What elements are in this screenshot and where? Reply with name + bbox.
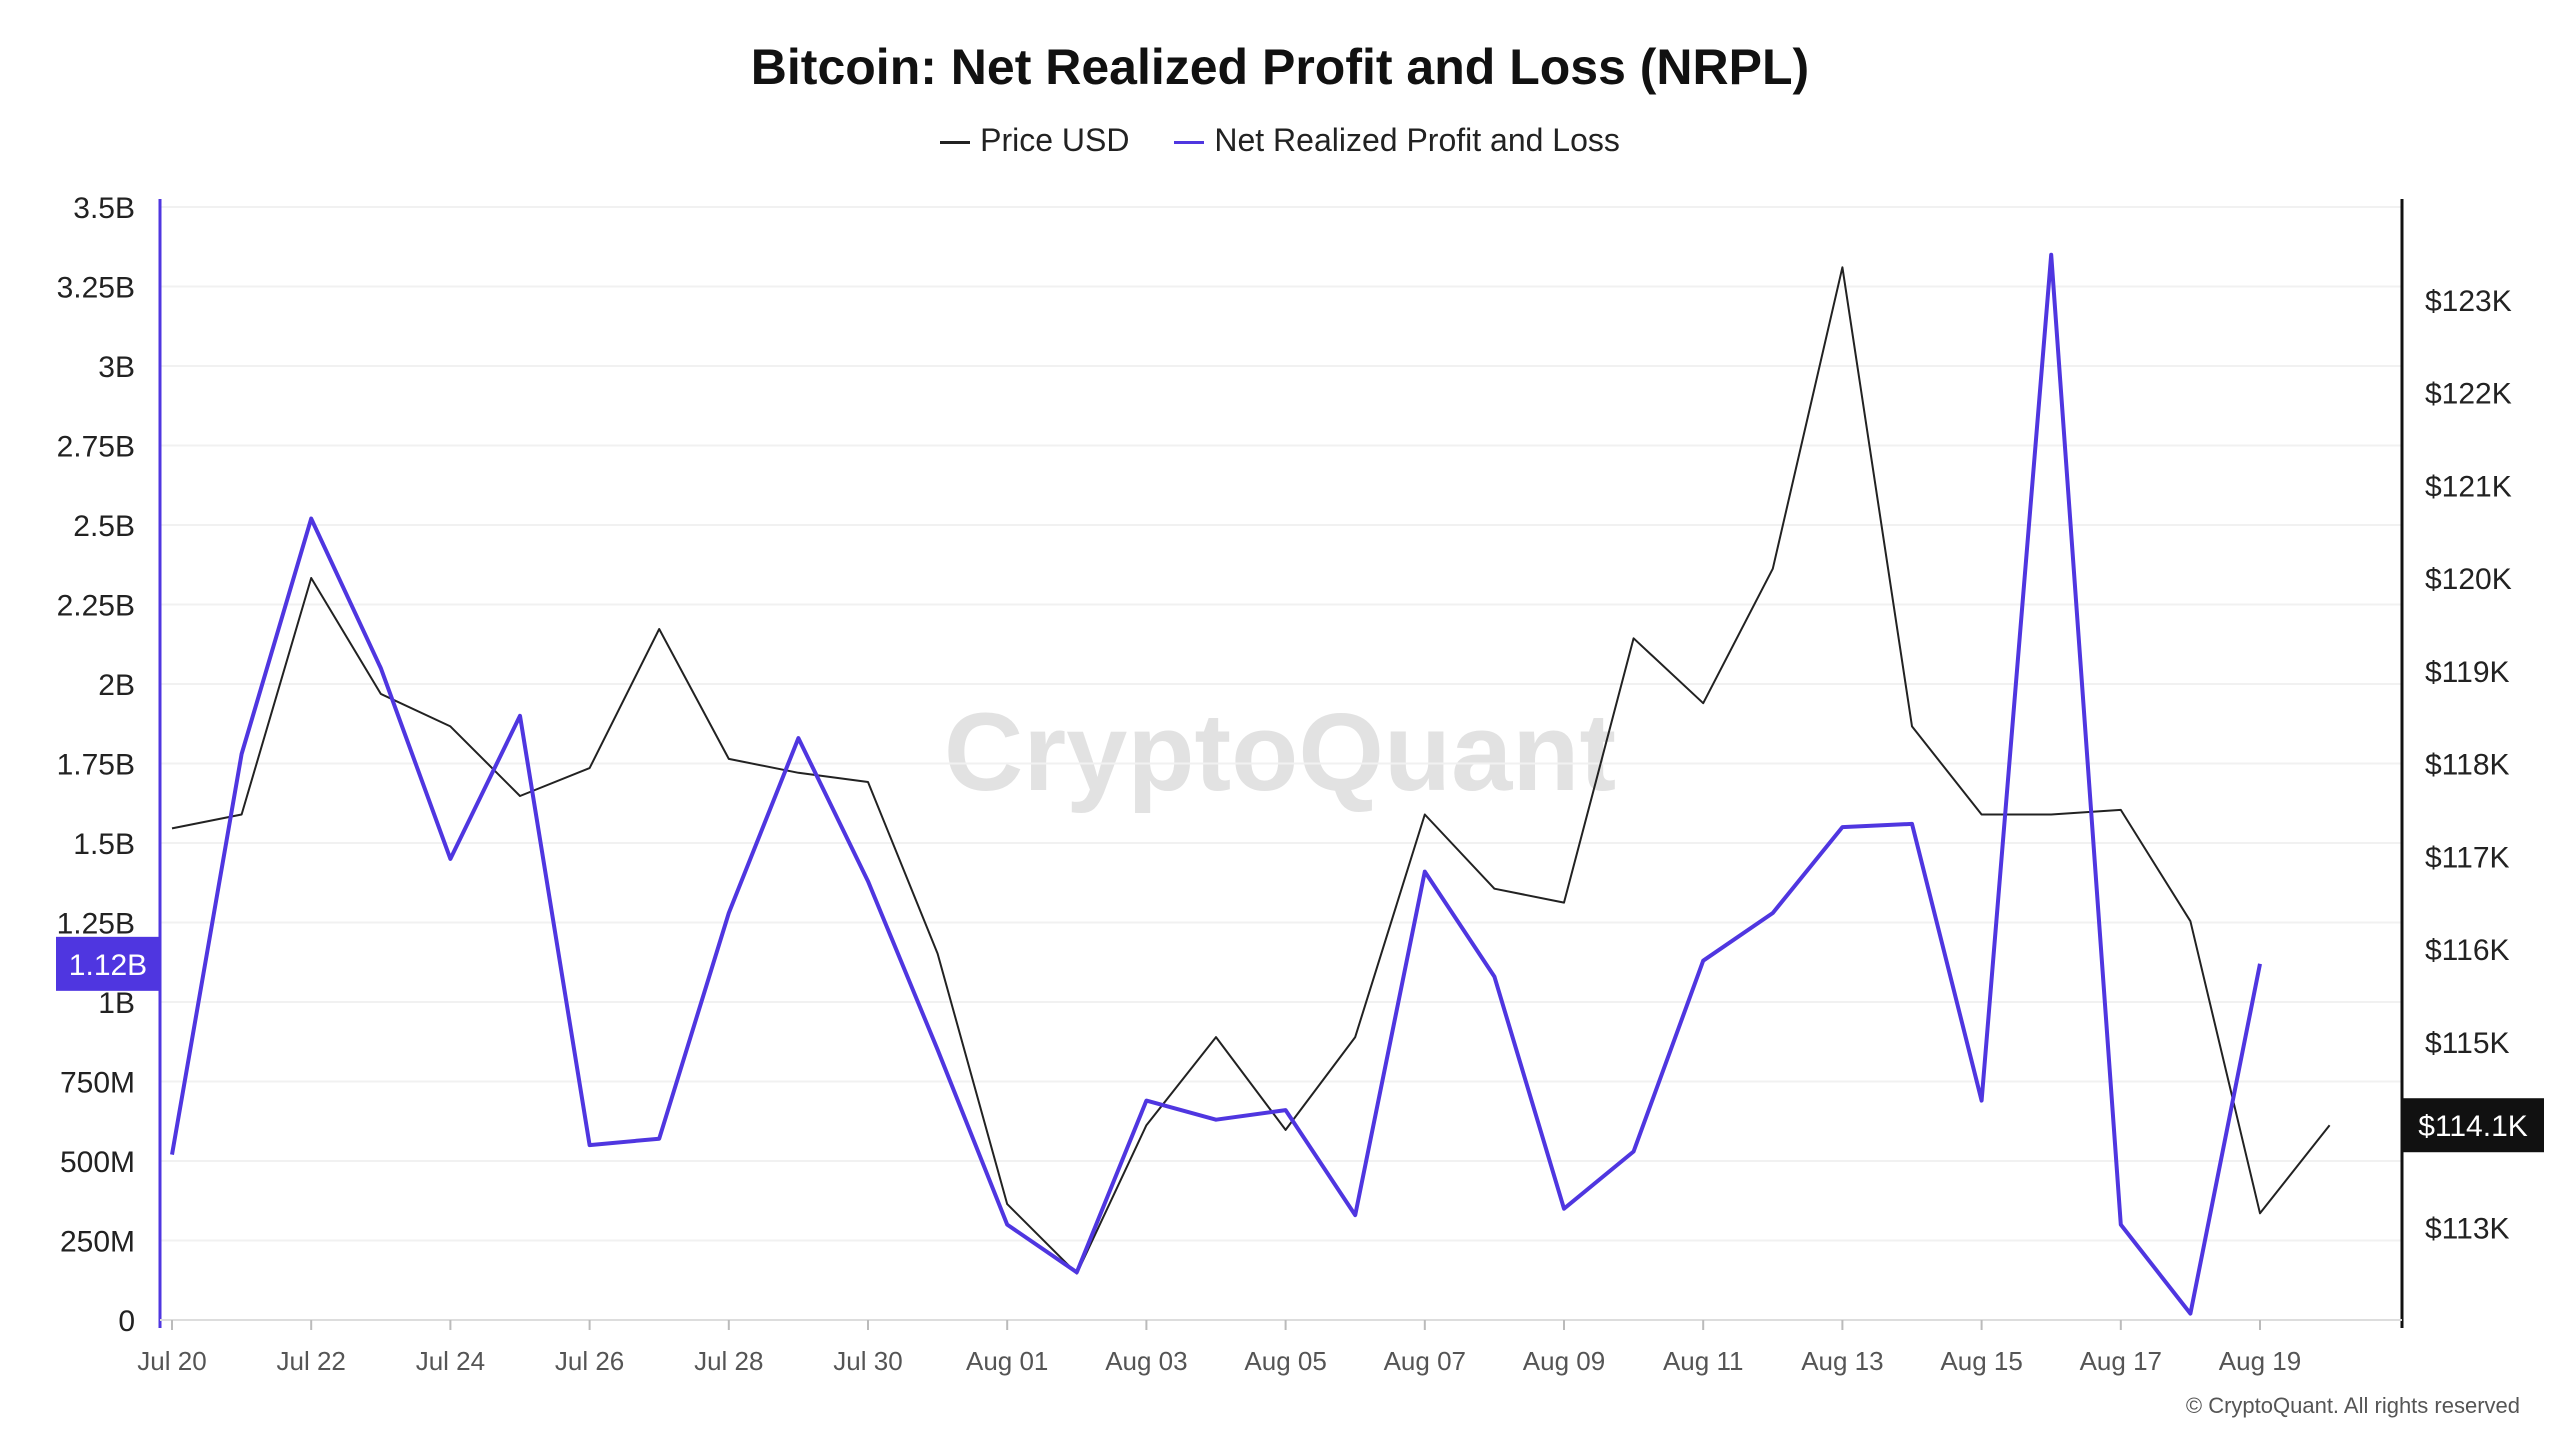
y-left-tick-label: 250M (60, 1226, 135, 1259)
legend-label-nrpl: Net Realized Profit and Loss (1214, 122, 1620, 159)
legend-item-nrpl[interactable]: Net Realized Profit and Loss (1174, 122, 1620, 159)
y-left-tick-label: 1.5B (73, 828, 135, 861)
x-tick-label: Aug 05 (1244, 1346, 1326, 1376)
legend-item-price[interactable]: Price USD (940, 122, 1129, 159)
legend-label-price: Price USD (980, 122, 1130, 159)
y-right-tick-label: $113K (2425, 1212, 2510, 1245)
y-left-tick-label: 500M (60, 1146, 135, 1179)
price-last-value-tag (2402, 1098, 2544, 1153)
y-left-tick-label: 0 (118, 1305, 135, 1338)
y-right-tick-label: $121K (2425, 470, 2512, 503)
x-tick-label: Aug 11 (1663, 1346, 1743, 1376)
copyright-credit: © CryptoQuant. All rights reserved (2185, 1393, 2520, 1418)
y-left-tick-label: 1.25B (57, 908, 135, 941)
x-tick-label: Jul 28 (694, 1346, 763, 1376)
y-right-tick-label: $123K (2425, 285, 2512, 318)
y-left-tick-label: 2B (98, 669, 135, 702)
x-tick-label: Aug 17 (2080, 1346, 2162, 1376)
y-left-tick-label: 2.25B (57, 590, 135, 623)
y-right-tick-label: $117K (2425, 841, 2510, 874)
x-tick-label: Aug 03 (1105, 1346, 1187, 1376)
y-left-tick-label: 2.5B (73, 510, 135, 543)
y-left-tick-label: 1B (98, 987, 135, 1020)
x-tick-label: Aug 01 (966, 1346, 1048, 1376)
x-tick-label: Aug 07 (1384, 1346, 1466, 1376)
y-left-tick-label: 750M (60, 1067, 135, 1100)
chart-title: Bitcoin: Net Realized Profit and Loss (N… (750, 39, 1810, 95)
nrpl-last-value-tag (56, 936, 160, 991)
y-left-tick-label: 3.25B (57, 272, 135, 305)
y-right-tick-label: $116K (2425, 934, 2510, 967)
nrpl-last-value-label: 1.12B (69, 949, 147, 982)
x-tick-label: Aug 19 (2219, 1346, 2301, 1376)
price-last-value-label: $114.1K (2418, 1110, 2528, 1143)
x-tick-label: Jul 20 (137, 1346, 206, 1376)
y-right-tick-label: $120K (2425, 563, 2512, 596)
legend: Price USD Net Realized Profit and Loss (0, 120, 2560, 159)
y-right-tick-label: $118K (2425, 749, 2510, 782)
y-left-tick-label: 1.75B (57, 749, 135, 782)
x-tick-label: Jul 24 (416, 1346, 485, 1376)
x-tick-label: Aug 15 (1940, 1346, 2022, 1376)
x-tick-label: Jul 22 (277, 1346, 346, 1376)
x-tick-label: Jul 30 (833, 1346, 902, 1376)
x-tick-label: Jul 26 (555, 1346, 624, 1376)
x-tick-label: Aug 09 (1523, 1346, 1605, 1376)
y-left-tick-label: 3B (98, 351, 135, 384)
y-right-tick-label: $119K (2425, 656, 2510, 689)
y-right-tick-label: $122K (2425, 378, 2512, 411)
y-right-tick-label: $115K (2425, 1027, 2510, 1060)
watermark: CryptoQuant (944, 691, 1616, 814)
legend-swatch-nrpl (1174, 141, 1205, 145)
y-left-tick-label: 2.75B (57, 431, 135, 464)
y-left-tick-label: 3.5B (73, 192, 135, 225)
x-tick-label: Aug 13 (1801, 1346, 1883, 1376)
legend-swatch-price (940, 141, 971, 145)
nrpl-line[interactable] (170, 252, 2262, 1316)
